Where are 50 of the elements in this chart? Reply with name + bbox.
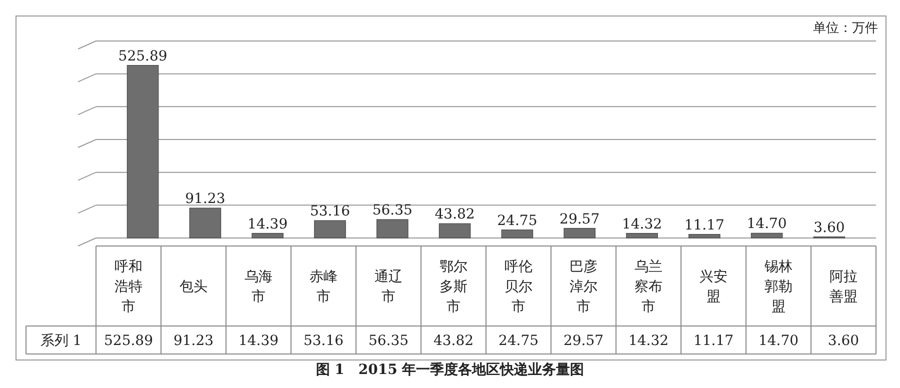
data-label: 14.39 bbox=[238, 332, 279, 349]
text: 53.16 bbox=[310, 204, 350, 220]
x-tick-label: 包头 bbox=[180, 278, 208, 295]
text: 43.82 bbox=[434, 206, 475, 223]
bar bbox=[564, 228, 596, 238]
x-tick-label: 赤峰市 bbox=[310, 268, 338, 305]
bar bbox=[252, 232, 284, 238]
data-label: 3.60 bbox=[828, 332, 860, 349]
x-tick-label: 巴彦淖尔市 bbox=[570, 258, 598, 315]
bar bbox=[189, 208, 222, 238]
data-label: 24.75 bbox=[498, 332, 539, 349]
data-label: 29.57 bbox=[563, 332, 604, 349]
data-label: 91.23 bbox=[173, 332, 214, 349]
bar bbox=[314, 220, 346, 238]
data-label: 53.16 bbox=[303, 332, 344, 349]
x-tick-label: 乌兰察布市 bbox=[634, 258, 662, 315]
x-tick-label: 通辽市 bbox=[374, 268, 402, 305]
text: 24.75 bbox=[497, 212, 538, 229]
x-tick-label: 乌海市 bbox=[244, 268, 272, 305]
text: 56.35 bbox=[372, 202, 412, 218]
bar bbox=[438, 223, 471, 238]
text: 14.70 bbox=[746, 216, 787, 232]
text: 单位：万件 bbox=[813, 21, 878, 36]
bar bbox=[501, 230, 534, 238]
x-tick-label: 锡林郭勒盟 bbox=[764, 258, 792, 315]
text: 14.39 bbox=[248, 216, 288, 232]
text: 3.60 bbox=[814, 220, 845, 236]
bar bbox=[376, 219, 408, 238]
text: 91.23 bbox=[185, 191, 226, 208]
bar bbox=[750, 232, 783, 238]
x-tick-label: 呼和浩特市 bbox=[114, 258, 142, 315]
data-label: 14.70 bbox=[758, 332, 799, 349]
data-label: 11.17 bbox=[693, 332, 734, 349]
text: 14.32 bbox=[622, 216, 662, 232]
text: 29.57 bbox=[560, 211, 600, 228]
bar bbox=[688, 234, 720, 238]
x-tick-label: 阿拉善盟 bbox=[830, 268, 858, 305]
data-label: 14.32 bbox=[628, 332, 669, 349]
text: 11.17 bbox=[684, 217, 724, 234]
bar bbox=[126, 65, 159, 238]
data-label: 525.89 bbox=[104, 332, 153, 349]
x-tick-label: 兴安盟 bbox=[700, 268, 728, 305]
x-tick-label: 呼伦贝尔市 bbox=[504, 258, 532, 315]
bar bbox=[626, 233, 658, 238]
text: 525.89 bbox=[118, 48, 168, 64]
x-tick-label: 鄂尔多斯市 bbox=[440, 258, 468, 315]
data-label: 56.35 bbox=[368, 332, 409, 349]
text: 图 1 2015 年一季度各地区快递业务量图 bbox=[316, 361, 584, 378]
text: 系列 1 bbox=[40, 332, 82, 349]
data-label: 43.82 bbox=[433, 332, 474, 349]
